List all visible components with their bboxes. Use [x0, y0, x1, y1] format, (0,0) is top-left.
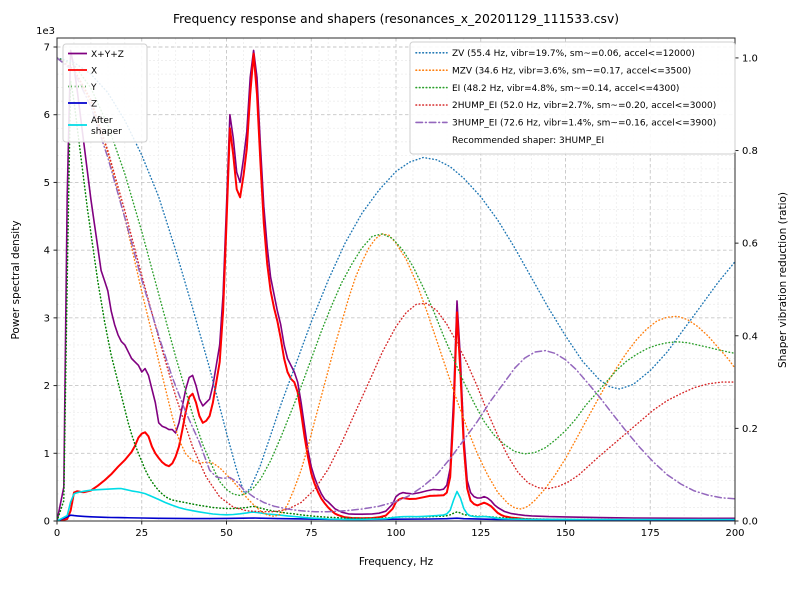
axes-ticks: 0 25 50 75 100 125 150 175 200 0 1 2 3 4 5 6 7 0.0 0.2 0.4 0… [44, 43, 758, 539]
y-right-tick-label: 0.6 [742, 239, 758, 250]
y-left-tick-label: 6 [44, 110, 50, 121]
legend-label-ei: EI (48.2 Hz, vibr=4.8%, sm~=0.14, accel<… [452, 84, 679, 94]
y-left-tick-label: 5 [44, 178, 50, 189]
x-tick-label: 125 [471, 528, 490, 539]
series-x [57, 52, 735, 521]
x-tick-label: 50 [220, 528, 233, 539]
y-right-tick-label: 1.0 [742, 53, 758, 64]
series-zv [57, 57, 735, 494]
x-tick-label: 25 [135, 528, 148, 539]
chart-title: Frequency response and shapers (resonanc… [173, 12, 619, 26]
legend-label-x-plus-y-plus-z: X+Y+Z [91, 50, 124, 60]
x-tick-label: 150 [556, 528, 575, 539]
y-left-offset-label: 1e3 [36, 26, 55, 37]
y-left-tick-label: 3 [44, 313, 50, 324]
legend-label-zv: ZV (55.4 Hz, vibr=19.7%, sm~=0.06, accel… [452, 49, 695, 59]
x-tick-label: 0 [54, 528, 60, 539]
y-right-axis-label: Shaper vibration reduction (ratio) [777, 192, 789, 368]
legend-label-mzv: MZV (34.6 Hz, vibr=3.6%, sm~=0.17, accel… [452, 66, 691, 76]
x-axis-label: Frequency, Hz [359, 556, 434, 568]
legend-label-y: Y [90, 83, 97, 93]
recommended-shaper-note: Recommended shaper: 3HUMP_EI [452, 136, 604, 146]
y-left-tick-label: 2 [44, 381, 50, 392]
x-tick-label: 200 [725, 528, 744, 539]
y-right-tick-label: 0.2 [742, 424, 758, 435]
y-left-tick-label: 4 [44, 246, 50, 257]
x-tick-label: 175 [641, 528, 660, 539]
y-left-tick-label: 1 [44, 449, 50, 460]
y-left-tick-label: 7 [44, 43, 50, 54]
y-left-tick-label: 0 [44, 517, 50, 528]
series-z [57, 514, 735, 521]
series-after-shaper [57, 487, 735, 521]
series-y [57, 80, 735, 521]
y-right-tick-label: 0.4 [742, 331, 758, 342]
legend-label-2hump-ei: 2HUMP_EI (52.0 Hz, vibr=2.7%, sm~=0.20, … [452, 101, 716, 111]
legend-label-x: X [91, 67, 97, 77]
legend-label-z: Z [91, 100, 97, 110]
shaper-legend-box [409, 41, 736, 155]
series-2hump-ei [57, 57, 735, 513]
shaper-legend: ZV (55.4 Hz, vibr=19.7%, sm~=0.06, accel… [409, 41, 736, 155]
legend-label-after-shaper: shaper [91, 127, 122, 137]
x-tick-label: 100 [386, 528, 405, 539]
psd-legend-box [62, 43, 148, 143]
legend-label-3hump-ei: 3HUMP_EI (72.6 Hz, vibr=1.4%, sm~=0.16, … [452, 119, 716, 129]
legend-label-after-shaper: After [91, 116, 113, 126]
y-right-tick-label: 0.8 [742, 146, 758, 157]
y-right-tick-label: 0.0 [742, 517, 758, 528]
y-left-axis-label: Power spectral density [10, 220, 22, 339]
x-tick-label: 75 [305, 528, 318, 539]
series-3hump-ei [57, 57, 735, 513]
series-layer [57, 49, 735, 521]
